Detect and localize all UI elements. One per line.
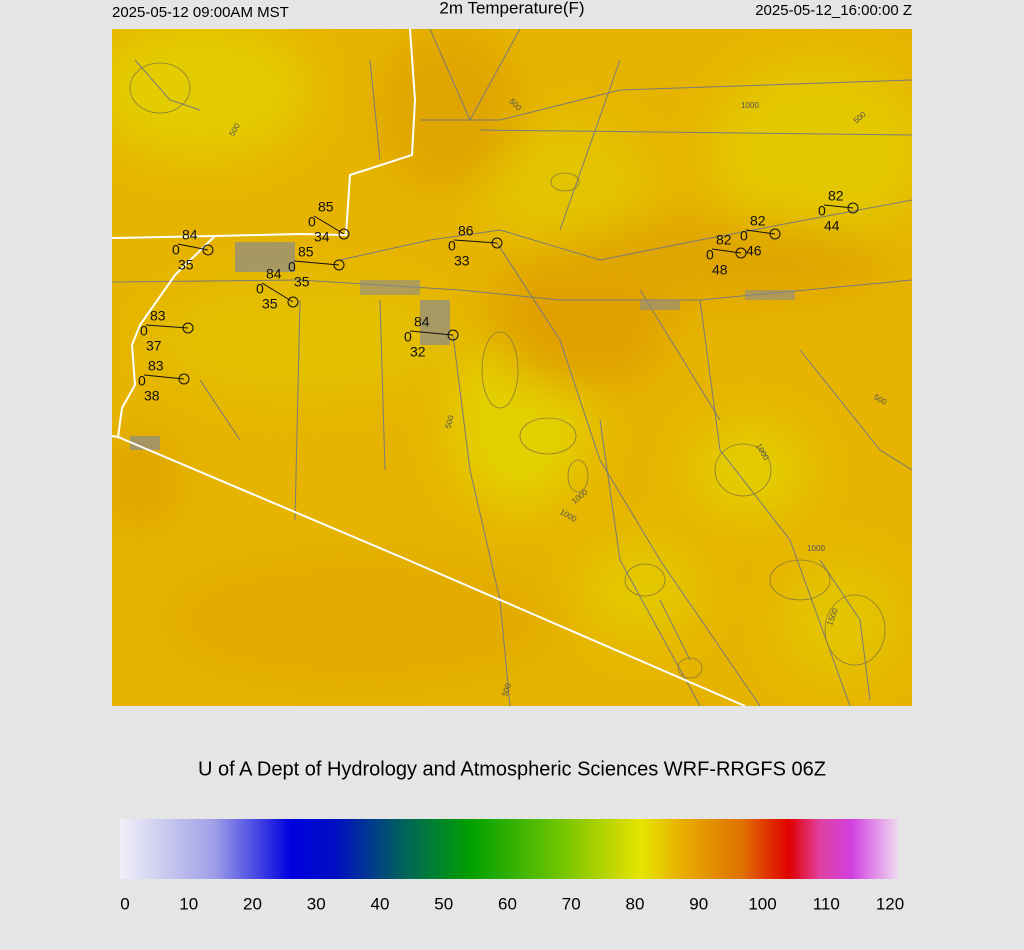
temperature: 82 <box>716 232 732 248</box>
colorbar-tick-label: 30 <box>307 894 326 913</box>
temperature-field <box>112 29 912 690</box>
wind-speed: 0 <box>308 214 316 230</box>
contour-label: 500 <box>500 682 513 698</box>
wind-barb <box>293 260 340 266</box>
colorbar-tick-label: 90 <box>689 894 708 913</box>
dewpoint: 35 <box>178 257 194 273</box>
wind-barb <box>313 215 345 235</box>
urban-areas <box>130 242 795 450</box>
wind-speed: 0 <box>404 329 412 345</box>
dewpoint: 34 <box>314 229 330 245</box>
station-marker <box>287 296 299 308</box>
temperature: 84 <box>266 266 282 282</box>
temperature: 83 <box>150 308 166 324</box>
dewpoint: 44 <box>824 218 840 234</box>
temperature: 83 <box>148 358 164 374</box>
wind-barb <box>261 282 294 303</box>
station-marker <box>847 202 859 214</box>
map-title: 2m Temperature(F) <box>439 0 584 17</box>
wind-barb <box>409 330 454 336</box>
colorbar-tick-label: 100 <box>748 894 776 913</box>
contour-label: 500 <box>444 414 456 430</box>
station-marker <box>202 244 214 256</box>
temperature: 84 <box>414 314 430 330</box>
wind-speed: 0 <box>706 247 714 263</box>
wind-barb <box>453 239 498 244</box>
station-marker <box>735 247 747 259</box>
wind-speed: 0 <box>138 373 146 389</box>
credit: U of A Dept of Hydrology and Atmospheric… <box>198 758 826 780</box>
colorbar-tick-label: 110 <box>813 894 840 913</box>
wind-barb <box>143 374 185 380</box>
colorbar-tick-label: 80 <box>626 894 645 913</box>
temperature: 86 <box>458 223 474 239</box>
colorbar-tick-label: 50 <box>434 894 453 913</box>
wind-speed: 0 <box>448 238 456 254</box>
boundaries <box>112 29 746 706</box>
colorbar-tick-label: 60 <box>498 894 517 913</box>
station-marker <box>491 237 503 249</box>
roads <box>112 29 912 706</box>
dewpoint: 37 <box>146 338 162 354</box>
colorbar-tick-label: 40 <box>371 894 390 913</box>
colorbar-tick-label: 20 <box>243 894 262 913</box>
wind-speed: 0 <box>172 242 180 258</box>
temperature: 85 <box>298 244 314 260</box>
station-marker <box>182 322 194 334</box>
wind-barb <box>145 324 189 329</box>
colorbar-tick-label: 70 <box>562 894 581 913</box>
station-marker <box>447 329 459 341</box>
colorbar-tick-label: 120 <box>876 894 904 913</box>
station-plots: 8403585034850358403586033840328303783038… <box>138 188 859 404</box>
colorbar <box>120 819 898 879</box>
dewpoint: 38 <box>144 388 160 404</box>
valid-local-time: 2025-05-12 09:00AM MST <box>112 4 289 21</box>
temperature: 85 <box>318 199 334 215</box>
wind-speed: 0 <box>740 228 748 244</box>
station-marker <box>178 373 190 385</box>
colorbar-tick-label: 10 <box>179 894 198 913</box>
wind-speed: 0 <box>818 203 826 219</box>
colorbar-ticks: 0 10 20 30 40 50 60 70 80 90 100 110 120 <box>120 894 904 913</box>
wind-speed: 0 <box>288 259 296 275</box>
contour-label: 1000 <box>741 101 759 110</box>
elevation-contours <box>129 62 886 679</box>
station-marker <box>333 259 345 271</box>
contour-label: 1000 <box>807 544 825 553</box>
temperature: 82 <box>828 188 844 204</box>
wind-speed: 0 <box>256 281 264 297</box>
station-marker <box>338 228 350 240</box>
colorbar-tick-label: 0 <box>120 894 129 913</box>
dewpoint: 33 <box>454 253 470 269</box>
temperature: 84 <box>182 227 198 243</box>
station-marker <box>769 228 781 240</box>
dewpoint: 35 <box>294 274 310 290</box>
dewpoint: 48 <box>712 262 728 278</box>
dewpoint: 46 <box>746 243 762 259</box>
dewpoint: 32 <box>410 344 426 360</box>
valid-utc-time: 2025-05-12_16:00:00 Z <box>755 2 912 19</box>
temperature: 82 <box>750 213 766 229</box>
wind-speed: 0 <box>140 323 148 339</box>
dewpoint: 35 <box>262 296 278 312</box>
